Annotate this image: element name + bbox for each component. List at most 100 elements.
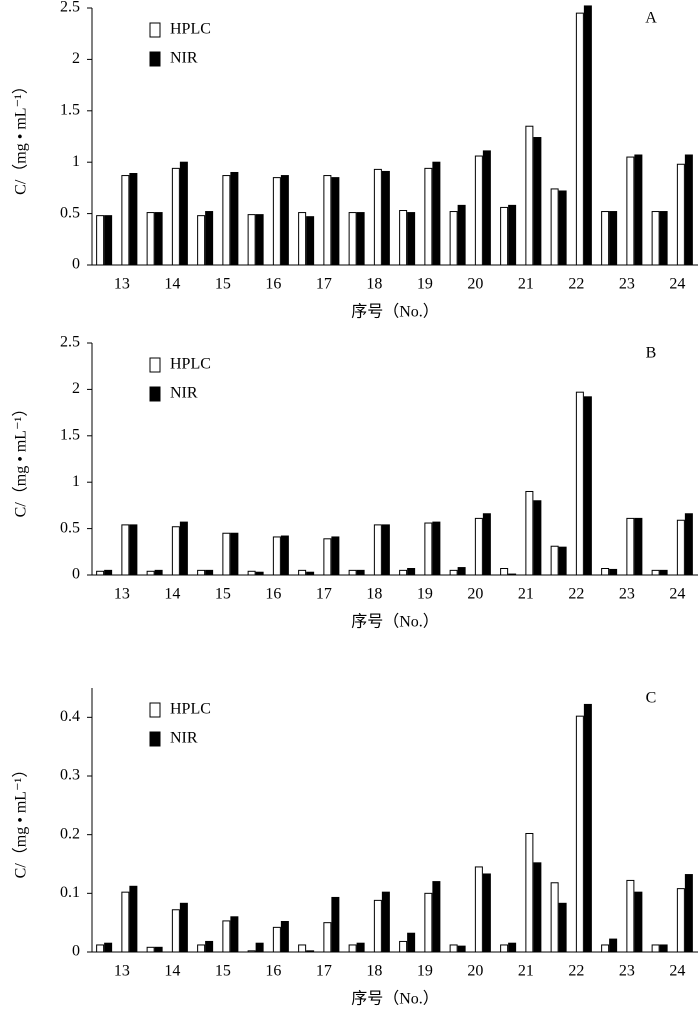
bar bbox=[626, 156, 635, 266]
x-tick-label: 17 bbox=[316, 963, 332, 980]
x-tick-label: 24 bbox=[669, 276, 685, 293]
x-tick-label: 15 bbox=[215, 586, 231, 603]
bar bbox=[146, 212, 155, 266]
bar bbox=[129, 173, 138, 266]
bar bbox=[432, 881, 441, 953]
legend-swatch bbox=[149, 731, 161, 747]
x-tick-label: 22 bbox=[568, 963, 584, 980]
bar bbox=[381, 524, 390, 576]
bar bbox=[684, 513, 693, 576]
bar bbox=[634, 154, 643, 266]
bar bbox=[525, 490, 534, 576]
y-tick-label: 2.5 bbox=[60, 334, 80, 351]
bar bbox=[651, 944, 660, 953]
bar bbox=[474, 517, 483, 576]
bar bbox=[508, 573, 517, 576]
bar bbox=[323, 538, 332, 576]
bar bbox=[651, 211, 660, 266]
bar bbox=[457, 204, 466, 266]
bar bbox=[331, 177, 340, 266]
bar bbox=[205, 940, 214, 953]
bar bbox=[272, 177, 281, 266]
bar bbox=[583, 5, 592, 266]
bar bbox=[424, 892, 433, 953]
bar bbox=[575, 391, 584, 576]
x-tick-label: 14 bbox=[164, 586, 180, 603]
bar bbox=[197, 215, 206, 266]
bar bbox=[179, 161, 188, 266]
x-tick-label: 13 bbox=[114, 586, 130, 603]
legend-label: NIR bbox=[170, 50, 198, 67]
bar bbox=[550, 188, 559, 266]
bar bbox=[348, 944, 357, 953]
x-axis-label: 序号（No.） bbox=[351, 613, 439, 631]
bar bbox=[399, 569, 408, 576]
bar bbox=[533, 137, 542, 266]
bar bbox=[601, 211, 610, 266]
legend-swatch bbox=[149, 357, 161, 373]
bar bbox=[482, 513, 491, 576]
bar bbox=[381, 891, 390, 953]
bar bbox=[407, 212, 416, 266]
legend-label: NIR bbox=[170, 730, 198, 747]
bar bbox=[474, 866, 483, 953]
legend-swatch bbox=[149, 702, 161, 718]
bar bbox=[651, 569, 660, 576]
bar bbox=[323, 922, 332, 953]
legend-label: NIR bbox=[170, 385, 198, 402]
bar bbox=[247, 950, 256, 953]
x-tick-label: 23 bbox=[619, 963, 635, 980]
x-tick-label: 24 bbox=[669, 586, 685, 603]
y-tick-label: 0.4 bbox=[60, 708, 80, 725]
bar bbox=[356, 569, 365, 576]
bar bbox=[348, 212, 357, 266]
y-axis-label: C/（mg • mL⁻¹） bbox=[12, 762, 30, 879]
bar bbox=[129, 524, 138, 576]
bar bbox=[558, 546, 567, 576]
bar bbox=[154, 212, 163, 266]
bar bbox=[247, 214, 256, 266]
bar bbox=[171, 167, 180, 266]
panel-label: B bbox=[646, 345, 657, 362]
bar bbox=[96, 944, 105, 953]
bar bbox=[154, 569, 163, 576]
x-tick-label: 20 bbox=[467, 276, 483, 293]
y-tick-label: 1 bbox=[72, 473, 80, 490]
bar bbox=[205, 211, 214, 266]
bar bbox=[146, 570, 155, 576]
x-tick-label: 19 bbox=[417, 276, 433, 293]
y-tick-label: 0.5 bbox=[60, 204, 80, 221]
bar bbox=[306, 571, 315, 576]
bar bbox=[508, 942, 517, 953]
bar bbox=[482, 873, 491, 953]
bar bbox=[500, 206, 509, 266]
bar bbox=[424, 522, 433, 576]
bar bbox=[676, 519, 685, 576]
y-axis-label: C/（mg • mL⁻¹） bbox=[12, 401, 30, 518]
bar bbox=[659, 569, 668, 576]
x-tick-label: 17 bbox=[316, 586, 332, 603]
bar bbox=[634, 517, 643, 576]
bar bbox=[500, 944, 509, 953]
bar bbox=[280, 175, 289, 266]
y-tick-label: 0.5 bbox=[60, 519, 80, 536]
x-tick-label: 16 bbox=[265, 276, 281, 293]
bar bbox=[601, 568, 610, 576]
x-tick-label: 22 bbox=[568, 586, 584, 603]
bar bbox=[533, 500, 542, 576]
x-tick-label: 19 bbox=[417, 963, 433, 980]
x-tick-label: 15 bbox=[215, 963, 231, 980]
bar bbox=[373, 899, 382, 953]
y-tick-label: 1.5 bbox=[60, 101, 80, 118]
y-tick-label: 2 bbox=[72, 50, 80, 67]
x-tick-label: 16 bbox=[265, 963, 281, 980]
x-tick-label: 21 bbox=[518, 963, 534, 980]
bar bbox=[525, 125, 534, 266]
bar bbox=[399, 210, 408, 266]
y-tick-label: 2 bbox=[72, 380, 80, 397]
x-tick-label: 18 bbox=[366, 963, 382, 980]
bar bbox=[626, 517, 635, 576]
legend-swatch bbox=[149, 386, 161, 402]
bar bbox=[356, 212, 365, 266]
